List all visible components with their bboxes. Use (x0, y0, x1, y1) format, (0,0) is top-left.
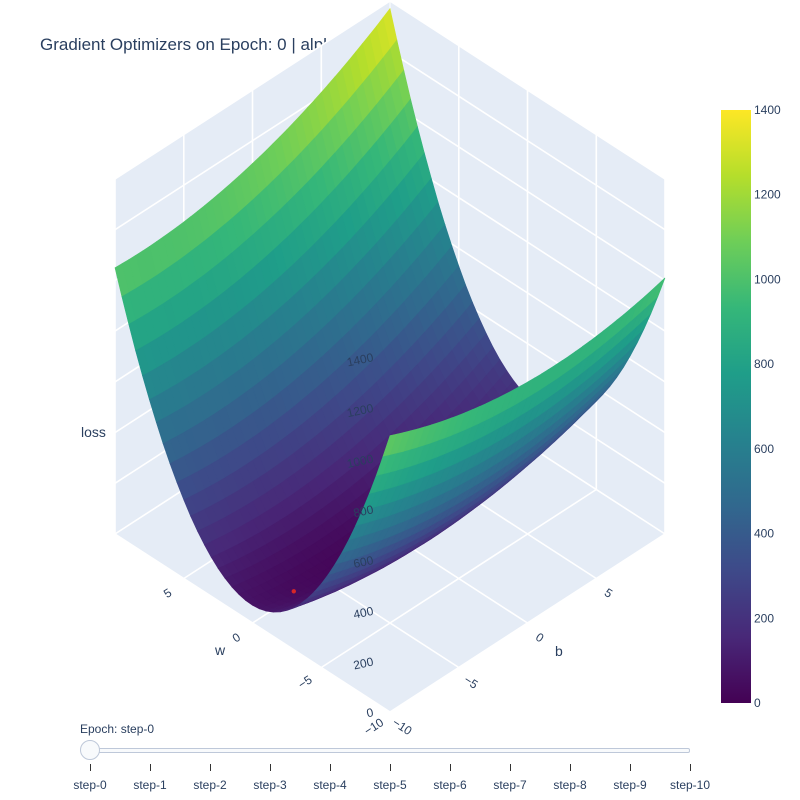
slider-step-label[interactable]: step-2 (193, 778, 227, 792)
optimizer-marker[interactable] (291, 589, 296, 594)
slider-tick (630, 764, 631, 771)
z-tick-label: 400 (352, 604, 375, 622)
slider-tick (450, 764, 451, 771)
slider-step-label[interactable]: step-7 (493, 778, 527, 792)
colorbar-tick-label: 600 (754, 442, 774, 456)
loss-surface (114, 7, 666, 613)
slider-step-label[interactable]: step-3 (253, 778, 287, 792)
y-tick-label: 5 (602, 585, 615, 601)
z-tick-label: 1000 (346, 452, 375, 471)
slider-step-label[interactable]: step-6 (433, 778, 467, 792)
slider-step-label[interactable]: step-8 (553, 778, 587, 792)
colorbar-gradient (721, 110, 751, 703)
grid-line (320, 488, 597, 669)
z-axis-title: loss (81, 424, 106, 440)
slider-tick (270, 764, 271, 771)
slider-tick (570, 764, 571, 771)
x-tick-label: 5 (161, 585, 174, 601)
slider-step-label[interactable]: step-9 (613, 778, 647, 792)
colorbar-tick-label: 800 (754, 357, 774, 371)
colorbar-tick-label: 400 (754, 527, 774, 541)
colorbar-tick-label: 0 (754, 696, 761, 710)
z-tick-label: 200 (352, 654, 375, 672)
slider-rail[interactable] (90, 748, 690, 753)
slider-tick (150, 764, 151, 771)
z-tick-label: 0 (365, 705, 375, 720)
x-tick-label: −5 (296, 672, 315, 691)
z-tick-label: 1400 (346, 350, 375, 369)
slider-tick (210, 764, 211, 771)
slider-current-label: Epoch: step-0 (80, 722, 155, 736)
colorbar-tick-label: 1400 (754, 103, 781, 117)
colorbar: 0 200 400 600 800 1000 1200 1400 (721, 103, 781, 710)
colorbar-tick-label: 200 (754, 611, 774, 625)
slider-tick (330, 764, 331, 771)
surface-patch (382, 433, 398, 457)
y-tick-label: −5 (461, 673, 480, 692)
colorbar-tick-label: 1200 (754, 188, 781, 202)
y-tick-label: 0 (533, 630, 546, 646)
slider-tick (690, 764, 691, 771)
colorbar-tick-label: 1000 (754, 272, 781, 286)
slider-tick (510, 764, 511, 771)
slider-tick (90, 764, 91, 771)
slider-step-label[interactable]: step-0 (73, 778, 107, 792)
chart-title: Gradient Optimizers on Epoch: 0 | alpha:… (40, 35, 385, 54)
x-axis-title: w (214, 642, 226, 658)
x-tick-label: 0 (230, 630, 243, 646)
slider-step-label[interactable]: step-4 (313, 778, 347, 792)
z-tick-label: 1200 (346, 401, 375, 420)
z-tick-label: 600 (352, 553, 375, 571)
y-axis-title: b (555, 643, 563, 659)
grid-line (389, 533, 666, 713)
epoch-slider[interactable]: Epoch: step-0 step-0 step-1 step-2 step-3 st… (73, 718, 720, 798)
slider-step-label[interactable]: step-1 (133, 778, 167, 792)
slider-step-label[interactable]: step-5 (373, 778, 407, 792)
slider-tick (390, 764, 391, 771)
slider-step-label[interactable]: step-10 (669, 778, 711, 792)
z-tick-label: 800 (352, 502, 375, 520)
slider-handle[interactable] (80, 740, 100, 760)
